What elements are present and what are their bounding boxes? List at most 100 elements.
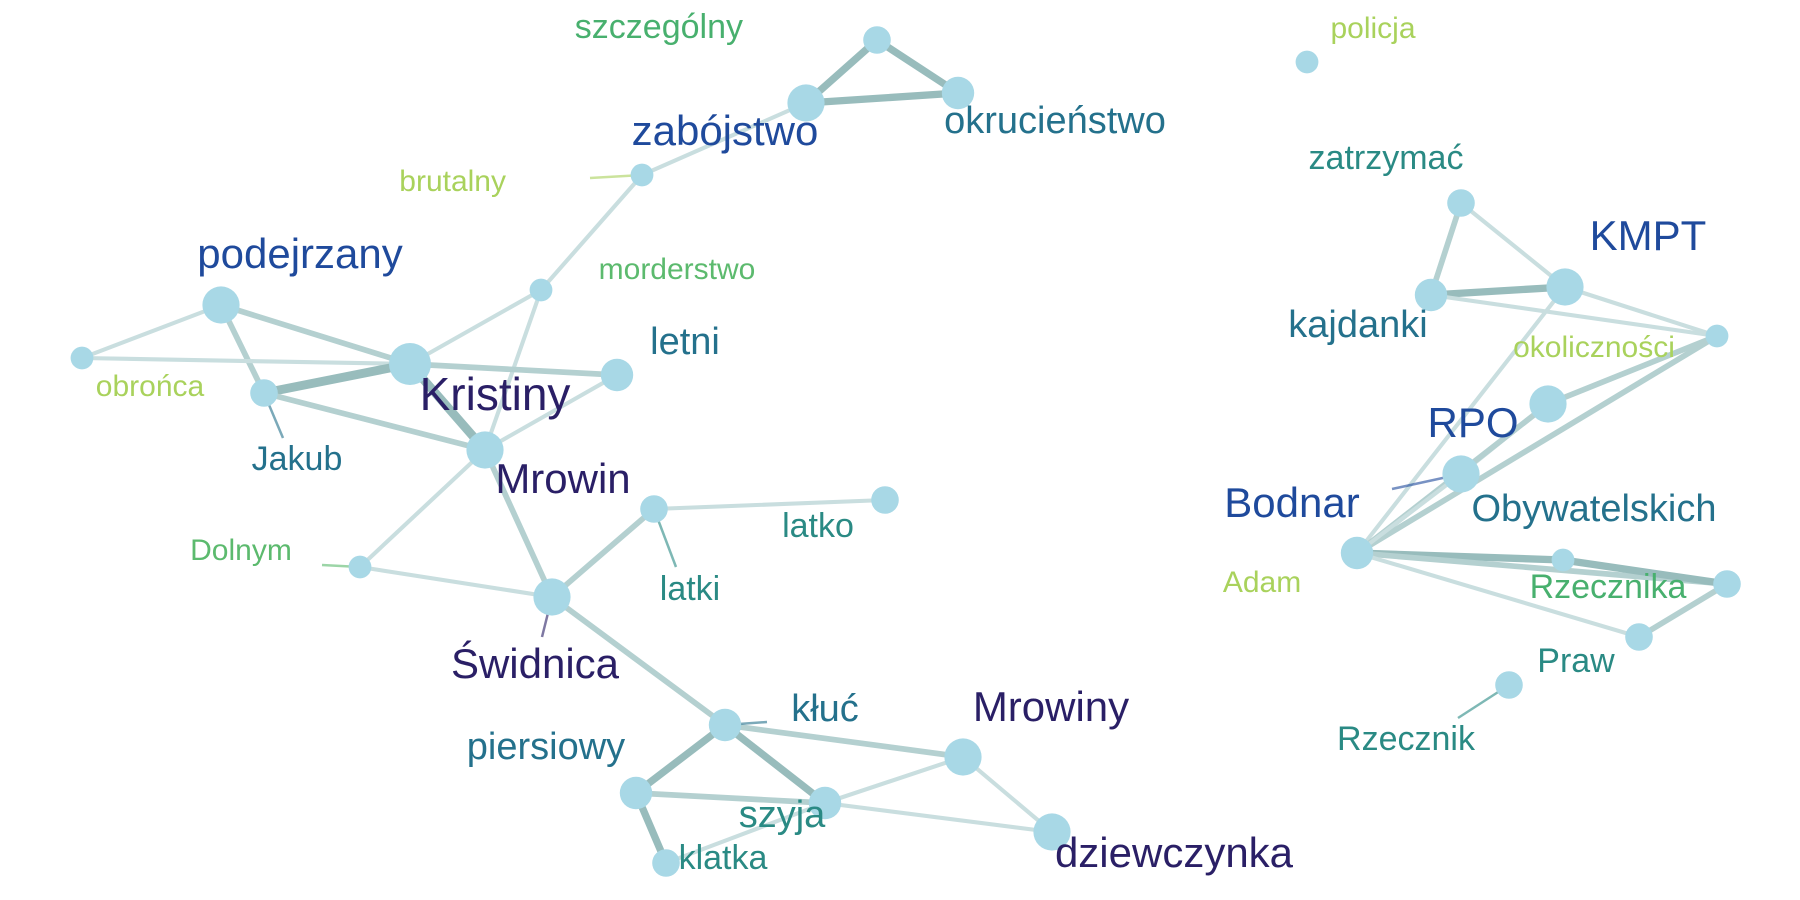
node-obronca[interactable] [70,346,94,370]
label-kmpt: KMPT [1590,212,1707,259]
node-latki[interactable] [640,495,668,523]
edge-okolicznosci-rpo [1545,333,1720,407]
edge-mrowiny-dziewczynka [960,754,1055,835]
edge-mrowin-swidnica [482,447,555,600]
edge-kmpt-okolicznosci [1562,284,1720,339]
edge-kajdanki-okolicznosci [1428,292,1720,339]
edges-layer [79,36,1731,867]
node-rpo[interactable] [1529,385,1567,423]
node-kristiny[interactable] [389,343,431,385]
node-zatrzymac[interactable] [1447,189,1475,217]
node-okrucienstwo[interactable] [941,76,975,110]
edge-mrowin-dolnym [357,447,488,570]
node-klatka[interactable] [652,849,680,877]
node-brutalny[interactable] [630,163,654,187]
node-podejrzany[interactable] [202,286,240,324]
edge-adam-rzecznika [1559,556,1731,588]
edge-podejrzany-kristiny [218,302,413,367]
label-rpo: RPO [1427,399,1518,446]
label-zatrzymac: zatrzymać [1309,139,1464,177]
label-szczegolny: szczególny [575,8,743,46]
edge-latki-latko [651,497,888,512]
label-swidnica: Świdnica [451,639,620,687]
label-brutalny: brutalny [399,165,506,198]
nodes-layer [70,26,1741,877]
edge-zabojstwo-brutalny [639,100,809,178]
edge-letni-mrowin [482,372,620,453]
node-mrowiny[interactable] [944,738,982,776]
label-okolicznosci: okoliczności [1513,331,1675,364]
edge-obronca-kristiny [79,355,413,367]
edge-kluc-mrowiny [722,722,966,760]
label-okrucienstwo: okrucieństwo [944,100,1166,142]
label-obywatelskich: Obywatelskich [1472,488,1717,530]
node-swidnica[interactable] [533,578,571,616]
node-rzecznika[interactable] [1713,570,1741,598]
label-mrowiny: Mrowiny [973,683,1129,730]
node-piersiowy[interactable] [619,776,653,810]
edge-szyja-dziewczynka [822,800,1055,835]
edge-kluc-szyja [721,721,829,807]
label-bodnar: Bodnar [1224,479,1359,526]
label-obronca: obrońca [96,370,205,403]
label-podejrzany: podejrzany [197,230,402,277]
label-letni: letni [650,321,720,363]
edge-jakub-mrowin [261,390,488,453]
edge-obywatelskich-rzecznika [1354,550,1730,587]
label-dziewczynka: dziewczynka [1055,829,1294,876]
edge-obywatelskich-praw [1354,550,1642,640]
label-praw: Praw [1537,642,1615,680]
edge-morderstwo-kristiny [407,287,544,367]
node-latko[interactable] [871,486,899,514]
label-kluc: kłuć [791,688,859,730]
label-adam: Adam [1223,566,1301,599]
edge-rzecznika-praw [1636,581,1730,640]
node-dziewczynka[interactable] [1033,813,1071,851]
node-szyja[interactable] [808,786,842,820]
label-jakub: Jakub [252,440,343,478]
node-morderstwo[interactable] [529,278,553,302]
label-kajdanki: kajdanki [1288,304,1427,346]
label-mrowin: Mrowin [495,455,630,502]
node-obywatelskich[interactable] [1340,536,1374,570]
edge-szyja-mrowiny [822,754,966,806]
node-praw[interactable] [1625,623,1653,651]
node-policja[interactable] [1295,50,1319,74]
node-bodnar[interactable] [1442,455,1480,493]
edge-zatrzymac-kmpt [1458,200,1568,290]
label-policja: policja [1330,12,1415,45]
node-kluc[interactable] [708,708,742,742]
label-latki: latki [660,570,720,608]
node-szczegolny[interactable] [863,26,891,54]
label-zabojstwo: zabójstwo [632,107,819,154]
label-morderstwo: morderstwo [599,253,756,286]
edge-podejrzany-obronca [79,302,224,361]
node-zabojstwo[interactable] [787,84,825,122]
label-klatka: klatka [679,839,768,877]
node-jakub[interactable] [250,379,278,407]
node-kajdanki[interactable] [1414,278,1448,312]
edge-brutalny-morderstwo [538,172,645,293]
label-kristiny: Kristiny [420,368,571,420]
label-latko: latko [782,507,854,545]
edge-zabojstwo-okrucienstwo [802,89,962,107]
edge-kajdanki-kmpt [1427,283,1569,299]
node-kmpt[interactable] [1546,268,1584,306]
node-mrowin[interactable] [466,431,504,469]
label-szyja: szyja [739,794,826,836]
node-rzecznik[interactable] [1495,671,1523,699]
edge-okolicznosci-obywatelskich [1354,333,1720,556]
edge-dolnym-swidnica [357,564,555,600]
node-letni[interactable] [600,358,634,392]
label-dolnym: Dolnym [190,534,292,567]
node-adam[interactable] [1551,548,1575,572]
edge-swidnica-latki [549,506,657,600]
labels-layer: szczególny zabójstwo okrucieństwo brutalny m… [96,8,1717,877]
label-piersiowy: piersiowy [467,726,625,768]
edge-kluc-piersiowy [632,721,729,797]
edge-szyja-klatka [663,800,828,866]
edge-jakub-kristiny [259,359,415,398]
edge-bodnar-obywatelskich [1354,471,1464,556]
node-okolicznosci[interactable] [1705,324,1729,348]
node-dolnym[interactable] [348,555,372,579]
